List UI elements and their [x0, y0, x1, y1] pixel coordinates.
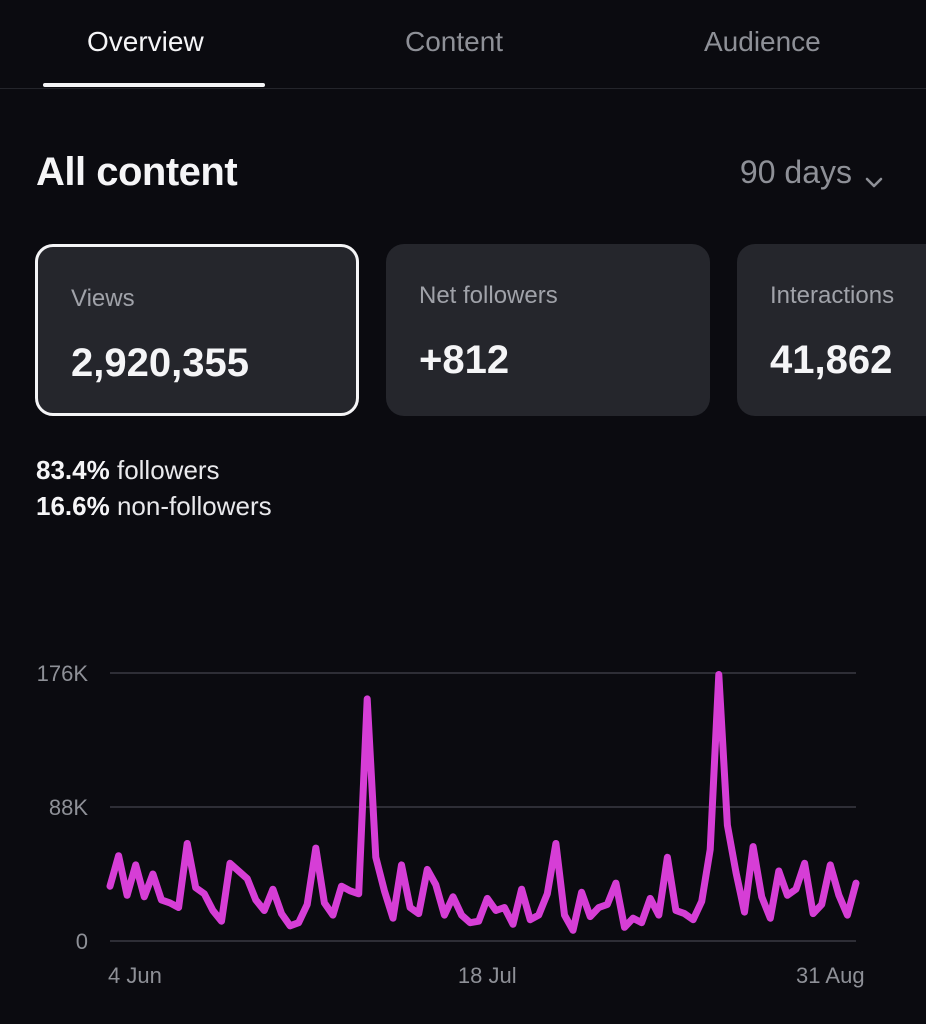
section-title: All content — [36, 150, 238, 194]
x-tick-label: 4 Jun — [108, 963, 162, 988]
metric-label: Views — [71, 285, 135, 312]
metric-label: Net followers — [419, 282, 558, 309]
tab-overview[interactable]: Overview — [87, 26, 204, 57]
metric-value: 41,862 — [770, 338, 893, 382]
breakdown-row-followers: 83.4% followers — [36, 452, 272, 488]
breakdown-label: non-followers — [116, 491, 272, 521]
active-tab-indicator — [43, 83, 265, 87]
date-range-dropdown[interactable]: 90 days — [740, 154, 884, 191]
breakdown-row-non-followers: 16.6% non-followers — [36, 488, 272, 524]
chevron-down-icon — [864, 163, 884, 187]
metric-value: +812 — [419, 338, 510, 382]
tab-content[interactable]: Content — [405, 26, 504, 57]
metric-card-net-followers[interactable]: Net followers +812 — [386, 244, 710, 416]
breakdown-percent: 16.6% — [36, 491, 110, 521]
breakdown-percent: 83.4% — [36, 455, 110, 485]
breakdown-label: followers — [116, 455, 220, 485]
date-range-label: 90 days — [739, 154, 852, 190]
metric-label: Interactions — [770, 282, 895, 309]
metric-value: 2,920,355 — [71, 341, 249, 385]
x-tick-label: 31 Aug — [796, 963, 865, 988]
tab-bar: Overview Content Audience — [0, 0, 926, 89]
y-tick-label: 0 — [76, 929, 88, 954]
y-tick-label: 176K — [37, 661, 89, 686]
x-tick-label: 18 Jul — [458, 963, 517, 988]
y-tick-label: 88K — [49, 795, 88, 820]
metric-card-interactions[interactable]: Interactions 41,862 — [737, 244, 926, 416]
chart-canvas: 0 88K 176K 4 Jun 18 Jul 31 Aug — [37, 661, 865, 988]
series-line-views[interactable] — [106, 671, 860, 934]
tab-audience[interactable]: Audience — [704, 26, 821, 57]
metric-card-views[interactable]: Views 2,920,355 — [35, 244, 359, 416]
audience-breakdown: 83.4% followers 16.6% non-followers — [36, 452, 272, 524]
views-line-chart[interactable]: 0 88K 176K 4 Jun 18 Jul 31 Aug — [0, 640, 926, 1024]
